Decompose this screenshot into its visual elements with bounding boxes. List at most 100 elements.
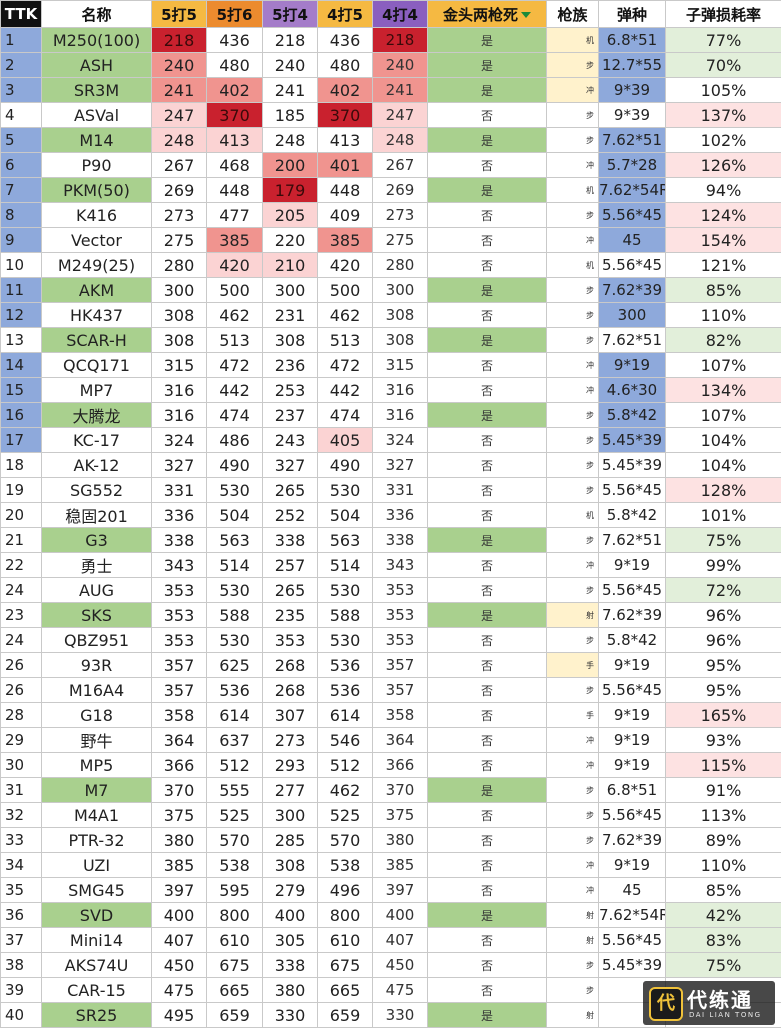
cell-loss[interactable]: 95% bbox=[665, 677, 781, 703]
cell-k5s4[interactable]: 277 bbox=[262, 777, 318, 803]
cell-k5s5[interactable]: 385 bbox=[151, 852, 207, 878]
cell-name[interactable]: SR25 bbox=[41, 1002, 152, 1028]
cell-k5s6[interactable]: 420 bbox=[206, 252, 263, 278]
cell-gold[interactable]: 否 bbox=[427, 252, 547, 278]
cell-name[interactable]: P90 bbox=[41, 152, 152, 178]
cell-ttk[interactable]: 28 bbox=[0, 702, 42, 728]
cell-k5s4[interactable]: 300 bbox=[262, 277, 318, 303]
cell-k5s5[interactable]: 450 bbox=[151, 952, 207, 978]
cell-k4s5[interactable]: 462 bbox=[317, 777, 373, 803]
cell-ttk[interactable]: 17 bbox=[0, 427, 42, 453]
cell-ammo[interactable]: 45 bbox=[598, 227, 666, 253]
cell-k5s4[interactable]: 380 bbox=[262, 977, 318, 1003]
cell-ammo[interactable]: 6.8*51 bbox=[598, 777, 666, 803]
cell-k5s6[interactable]: 800 bbox=[206, 902, 263, 928]
cell-family[interactable]: 步 bbox=[546, 827, 599, 853]
cell-k5s6[interactable]: 442 bbox=[206, 377, 263, 403]
cell-name[interactable]: AKM bbox=[41, 277, 152, 303]
cell-k5s6[interactable]: 468 bbox=[206, 152, 263, 178]
cell-k5s4[interactable]: 236 bbox=[262, 352, 318, 378]
cell-ammo[interactable]: 7.62*51 bbox=[598, 327, 666, 353]
cell-loss[interactable]: 105% bbox=[665, 77, 781, 103]
cell-loss[interactable]: 126% bbox=[665, 152, 781, 178]
cell-gold[interactable]: 否 bbox=[427, 927, 547, 953]
column-header-k4s5[interactable]: 4打5 bbox=[317, 0, 373, 28]
cell-family[interactable]: 步 bbox=[546, 977, 599, 1003]
cell-name[interactable]: M249(25) bbox=[41, 252, 152, 278]
cell-family[interactable]: 冲 bbox=[546, 377, 599, 403]
cell-k4s4[interactable]: 450 bbox=[372, 952, 428, 978]
cell-k4s4[interactable]: 343 bbox=[372, 552, 428, 578]
cell-gold[interactable]: 否 bbox=[427, 502, 547, 528]
cell-k5s4[interactable]: 308 bbox=[262, 327, 318, 353]
cell-ttk[interactable]: 32 bbox=[0, 802, 42, 828]
cell-loss[interactable]: 154% bbox=[665, 227, 781, 253]
column-header-k5s4[interactable]: 5打4 bbox=[262, 0, 318, 28]
cell-name[interactable]: SG552 bbox=[41, 477, 152, 503]
cell-name[interactable]: SR3M bbox=[41, 77, 152, 103]
cell-ttk[interactable]: 23 bbox=[0, 602, 42, 628]
cell-ammo[interactable]: 12.7*55 bbox=[598, 52, 666, 78]
cell-ttk[interactable]: 29 bbox=[0, 727, 42, 753]
cell-k5s6[interactable]: 588 bbox=[206, 602, 263, 628]
cell-k4s4[interactable]: 327 bbox=[372, 452, 428, 478]
cell-k5s6[interactable]: 530 bbox=[206, 627, 263, 653]
cell-loss[interactable]: 107% bbox=[665, 402, 781, 428]
cell-ttk[interactable]: 10 bbox=[0, 252, 42, 278]
cell-loss[interactable]: 165% bbox=[665, 702, 781, 728]
cell-ammo[interactable]: 9*39 bbox=[598, 77, 666, 103]
cell-ttk[interactable]: 21 bbox=[0, 527, 42, 553]
cell-family[interactable]: 冲 bbox=[546, 552, 599, 578]
cell-name[interactable]: SKS bbox=[41, 602, 152, 628]
cell-ttk[interactable]: 36 bbox=[0, 902, 42, 928]
cell-k5s5[interactable]: 218 bbox=[151, 27, 207, 53]
cell-k5s5[interactable]: 380 bbox=[151, 827, 207, 853]
cell-ttk[interactable]: 37 bbox=[0, 927, 42, 953]
cell-name[interactable]: ASH bbox=[41, 52, 152, 78]
cell-name[interactable]: AKS74U bbox=[41, 952, 152, 978]
cell-ammo[interactable]: 5.8*42 bbox=[598, 402, 666, 428]
cell-family[interactable]: 步 bbox=[546, 577, 599, 603]
cell-k5s5[interactable]: 273 bbox=[151, 202, 207, 228]
cell-name[interactable]: KC-17 bbox=[41, 427, 152, 453]
cell-family[interactable]: 冲 bbox=[546, 152, 599, 178]
cell-ammo[interactable]: 9*19 bbox=[598, 752, 666, 778]
cell-k5s5[interactable]: 248 bbox=[151, 127, 207, 153]
cell-k4s5[interactable]: 530 bbox=[317, 477, 373, 503]
cell-family[interactable]: 射 bbox=[546, 602, 599, 628]
cell-ammo[interactable]: 7.62*54R bbox=[598, 902, 666, 928]
cell-k5s5[interactable]: 324 bbox=[151, 427, 207, 453]
cell-k4s4[interactable]: 357 bbox=[372, 652, 428, 678]
cell-ttk[interactable]: 26 bbox=[0, 677, 42, 703]
cell-ammo[interactable]: 9*19 bbox=[598, 552, 666, 578]
cell-ttk[interactable]: 19 bbox=[0, 477, 42, 503]
cell-k4s5[interactable]: 496 bbox=[317, 877, 373, 903]
cell-k5s5[interactable]: 375 bbox=[151, 802, 207, 828]
cell-family[interactable]: 手 bbox=[546, 702, 599, 728]
cell-k5s4[interactable]: 243 bbox=[262, 427, 318, 453]
cell-k4s4[interactable]: 280 bbox=[372, 252, 428, 278]
cell-name[interactable]: CAR-15 bbox=[41, 977, 152, 1003]
cell-name[interactable]: Vector bbox=[41, 227, 152, 253]
cell-ammo[interactable]: 5.56*45 bbox=[598, 477, 666, 503]
cell-k5s5[interactable]: 397 bbox=[151, 877, 207, 903]
cell-loss[interactable]: 89% bbox=[665, 827, 781, 853]
cell-ttk[interactable]: 24 bbox=[0, 627, 42, 653]
cell-name[interactable]: PTR-32 bbox=[41, 827, 152, 853]
cell-family[interactable]: 冲 bbox=[546, 852, 599, 878]
cell-ammo[interactable]: 5.56*45 bbox=[598, 252, 666, 278]
cell-family[interactable]: 步 bbox=[546, 52, 599, 78]
cell-k5s5[interactable]: 407 bbox=[151, 927, 207, 953]
cell-k5s4[interactable]: 293 bbox=[262, 752, 318, 778]
column-header-family[interactable]: 枪族 bbox=[546, 0, 599, 28]
cell-k4s4[interactable]: 331 bbox=[372, 477, 428, 503]
cell-k4s4[interactable]: 407 bbox=[372, 927, 428, 953]
cell-ttk[interactable]: 35 bbox=[0, 877, 42, 903]
cell-k5s6[interactable]: 512 bbox=[206, 752, 263, 778]
cell-gold[interactable]: 否 bbox=[427, 852, 547, 878]
cell-gold[interactable]: 是 bbox=[427, 402, 547, 428]
cell-k4s4[interactable]: 269 bbox=[372, 177, 428, 203]
cell-k5s5[interactable]: 353 bbox=[151, 577, 207, 603]
cell-ttk[interactable]: 16 bbox=[0, 402, 42, 428]
cell-ttk[interactable]: 7 bbox=[0, 177, 42, 203]
